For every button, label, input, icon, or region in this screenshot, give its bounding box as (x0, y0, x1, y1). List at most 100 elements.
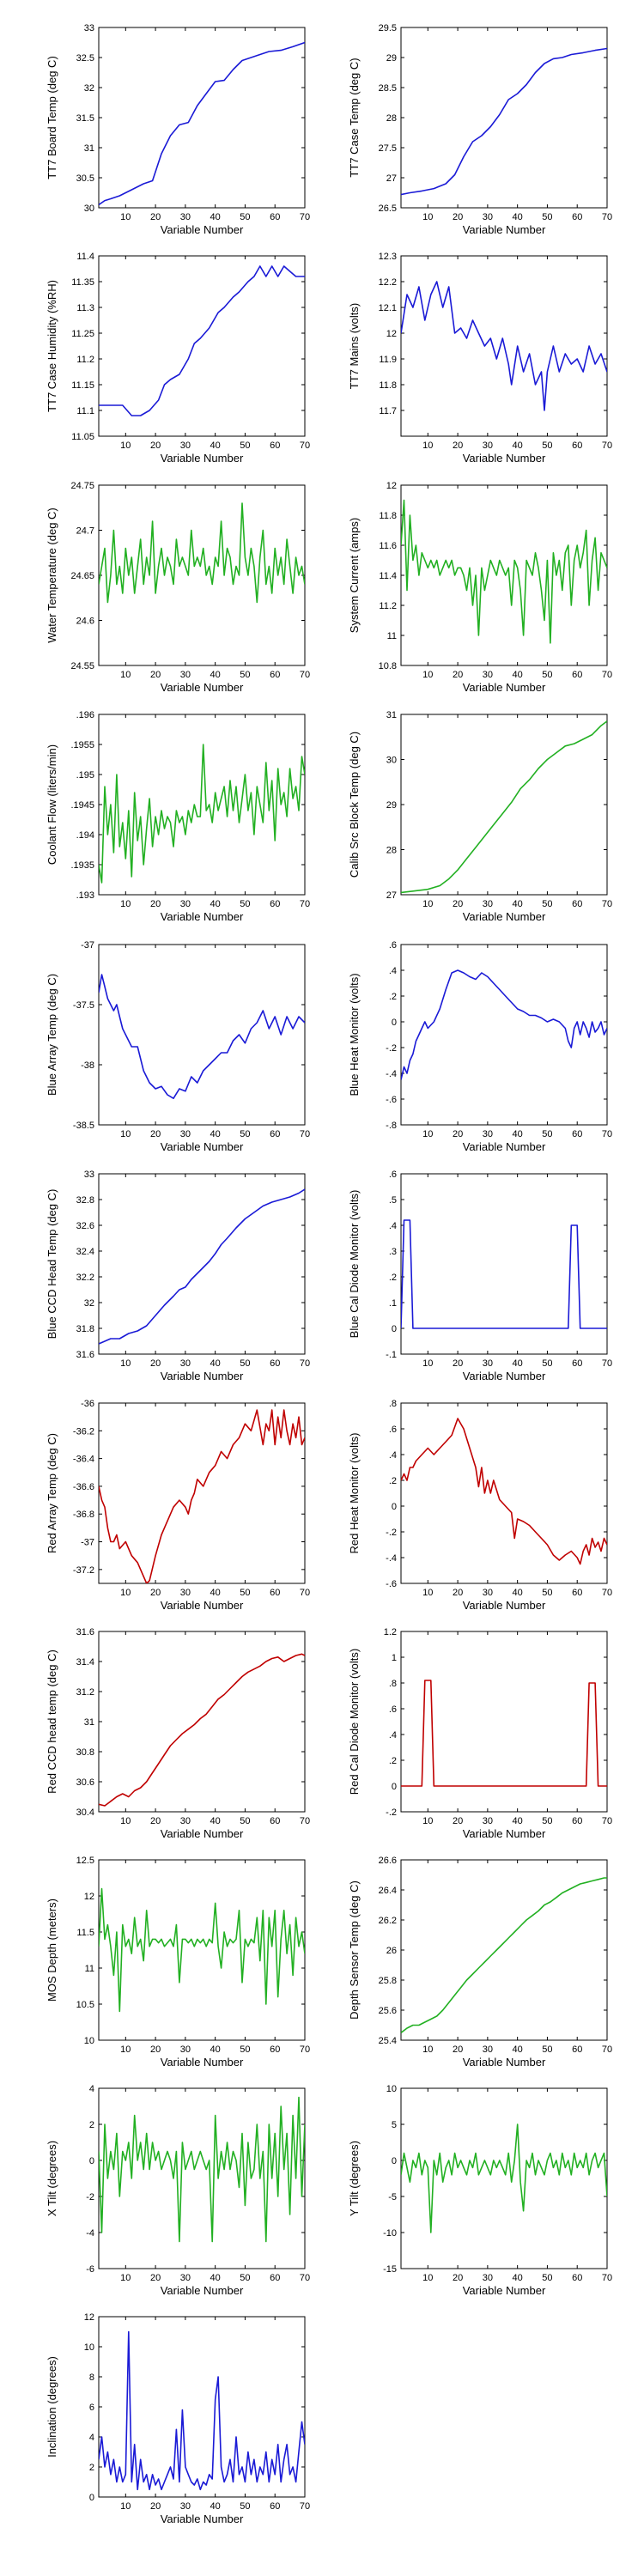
x-tick-label: 30 (180, 1588, 191, 1598)
y-tick-label: 11.8 (379, 380, 397, 391)
x-tick-label: 20 (453, 2044, 463, 2055)
x-tick-label: 60 (572, 1588, 582, 1598)
plot-frame (98, 1402, 306, 1584)
y-tick-label: 30 (84, 204, 94, 214)
y-tick-label: 30 (386, 756, 397, 766)
x-tick-label: 30 (483, 1588, 493, 1598)
y-tick-label: 11.25 (71, 329, 94, 339)
x-tick-label: 10 (120, 899, 131, 909)
y-tick-label: 31 (386, 710, 397, 720)
y-tick-label: 32.8 (76, 1195, 94, 1206)
plot-frame (98, 1631, 306, 1813)
chart-panel: 10 20 30 40 50 60 70 25.4 25.6 25.8 26 26.2 26.4 26.6… (348, 1856, 612, 2069)
x-tick-label: 30 (180, 2044, 191, 2055)
x-tick-label: 20 (150, 1129, 161, 1139)
x-tick-label: 10 (120, 1358, 131, 1369)
x-tick-label: 60 (572, 899, 582, 909)
x-tick-label: 40 (210, 2273, 221, 2283)
y-tick-label: -.2 (386, 1528, 397, 1538)
x-tick-label: 50 (240, 1588, 250, 1598)
x-tick-label: 60 (572, 440, 582, 451)
y-axis-label: Coolant Flow (liters/min) (46, 744, 58, 865)
x-tick-label: 10 (120, 2044, 131, 2055)
x-tick-label: 60 (270, 1816, 280, 1826)
y-axis-label: Red CCD head temp (deg C) (46, 1649, 58, 1794)
x-tick-label: 60 (270, 1588, 280, 1598)
x-axis-label: Variable Number (161, 1140, 244, 1153)
y-tick-label: -15 (383, 2264, 397, 2275)
x-tick-label: 10 (120, 1129, 131, 1139)
y-tick-label: 11.6 (379, 541, 397, 551)
chart-panel: 10 20 30 40 50 60 70 -.1 0 .1 .2 .3 .4 .5 .6 Variable N… (348, 1170, 612, 1382)
x-tick-label: 40 (210, 2501, 221, 2512)
y-tick-label: 2 (89, 2120, 94, 2130)
x-tick-label: 30 (483, 1816, 493, 1826)
y-tick-label: 0 (392, 1018, 397, 1028)
y-tick-label: 28 (386, 113, 397, 124)
x-tick-label: 60 (270, 2501, 280, 2512)
x-tick-label: 40 (513, 1588, 523, 1598)
x-tick-label: 70 (300, 899, 310, 909)
y-tick-label: 27 (386, 890, 397, 901)
x-axis-label: Variable Number (161, 223, 244, 236)
y-tick-label: 0 (392, 1502, 397, 1512)
y-tick-label: .2 (389, 1273, 397, 1283)
y-tick-label: 24.75 (70, 481, 94, 491)
y-tick-label: .1945 (70, 800, 94, 811)
x-axis-label: Variable Number (463, 223, 546, 236)
x-tick-label: 30 (180, 1816, 191, 1826)
y-axis-label: Blue Cal Diode Monitor (volts) (348, 1190, 361, 1339)
x-tick-label: 30 (483, 2273, 493, 2283)
y-tick-label: 6 (89, 2403, 94, 2413)
y-tick-label: 11.2 (76, 355, 94, 365)
y-tick-label: .6 (389, 1425, 397, 1435)
chart-panel: 10 20 30 40 50 60 70 30 30.5 31 31.5 32 32.5 33 Variab… (46, 23, 310, 236)
y-tick-label: -10 (383, 2228, 397, 2239)
y-axis-label: TT7 Case Humidity (%RH) (46, 280, 58, 412)
y-tick-label: 12 (84, 2312, 94, 2323)
x-tick-label: 30 (180, 212, 191, 222)
y-tick-label: .194 (76, 830, 94, 841)
y-tick-label: 2 (89, 2463, 94, 2473)
y-tick-label: 10.8 (379, 661, 397, 671)
x-tick-label: 70 (602, 212, 612, 222)
x-tick-label: 60 (572, 670, 582, 680)
x-tick-label: 50 (240, 1129, 250, 1139)
y-tick-label: .4 (389, 1730, 397, 1741)
x-tick-label: 20 (453, 212, 463, 222)
y-tick-label: -37 (81, 940, 94, 951)
y-tick-label: .8 (389, 1399, 397, 1409)
x-tick-label: 70 (300, 2273, 310, 2283)
x-tick-label: 40 (210, 1129, 221, 1139)
chart-panel: 10 20 30 40 50 60 70 -.2 0 .2 .4 .6 .8 1 1.2 Variable N… (348, 1627, 612, 1840)
series-line (401, 47, 607, 196)
series-line (99, 41, 305, 206)
x-tick-label: 70 (300, 440, 310, 451)
y-tick-label: 12 (386, 481, 397, 491)
x-tick-label: 50 (542, 670, 552, 680)
y-tick-label: 26.4 (379, 1886, 397, 1896)
y-axis-label: Blue CCD Head Temp (deg C) (46, 1189, 58, 1340)
x-tick-label: 70 (300, 2501, 310, 2512)
y-tick-label: -.8 (386, 1121, 397, 1131)
y-tick-label: 32.2 (76, 1273, 94, 1283)
y-tick-label: .1935 (70, 860, 94, 871)
x-tick-label: 20 (453, 1358, 463, 1369)
x-tick-label: 50 (542, 2044, 552, 2055)
y-tick-label: 26.5 (379, 204, 397, 214)
series-line (99, 1188, 305, 1345)
y-axis-label: Red Cal Diode Monitor (volts) (348, 1649, 361, 1795)
x-tick-label: 70 (602, 1588, 612, 1598)
plot-frame (98, 484, 306, 666)
series-line (99, 974, 305, 1099)
x-tick-label: 20 (150, 2273, 161, 2283)
y-tick-label: 10 (84, 2342, 94, 2353)
x-tick-label: 60 (270, 899, 280, 909)
x-tick-label: 10 (422, 1129, 433, 1139)
x-tick-label: 20 (150, 899, 161, 909)
x-axis-label: Variable Number (463, 2284, 546, 2297)
y-tick-label: 31.5 (76, 113, 94, 124)
x-tick-label: 10 (422, 440, 433, 451)
series-line (401, 1680, 607, 1787)
